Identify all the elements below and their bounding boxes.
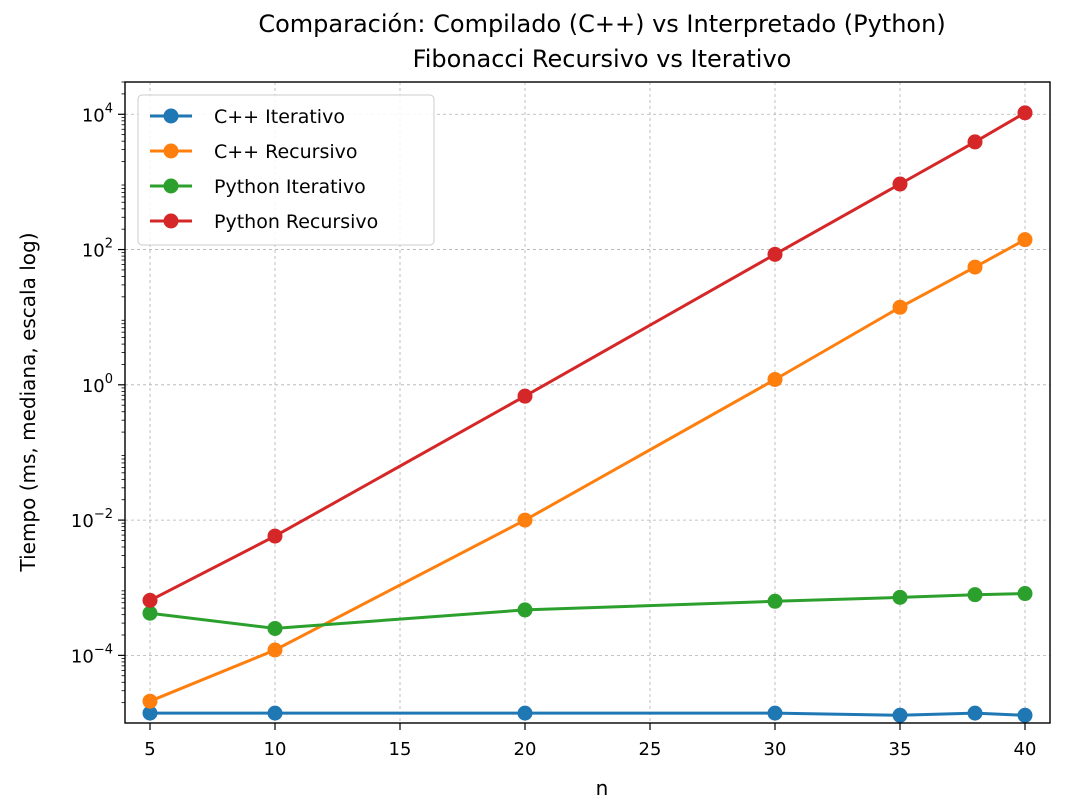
y-tick-label: 104: [82, 101, 113, 126]
legend-label: Python Iterativo: [214, 176, 366, 198]
x-tick-label: 25: [639, 739, 662, 760]
data-point: [142, 592, 158, 608]
legend-label: C++ Recursivo: [214, 141, 358, 163]
data-point: [767, 371, 783, 387]
x-tick-label: 5: [144, 739, 155, 760]
y-tick-label: 10−2: [71, 507, 113, 532]
data-point: [1017, 586, 1033, 602]
data-point: [517, 602, 533, 618]
legend-label: Python Recursivo: [214, 211, 378, 233]
chart-title: Comparación: Compilado (C++) vs Interpre…: [258, 10, 945, 38]
x-tick-label: 35: [889, 739, 912, 760]
data-point: [267, 705, 283, 721]
data-point: [967, 259, 983, 275]
chart-subtitle: Fibonacci Recursivo vs Iterativo: [413, 45, 792, 73]
data-point: [267, 642, 283, 658]
data-point: [767, 593, 783, 609]
y-tick-label: 100: [82, 372, 113, 397]
x-tick-label: 20: [514, 739, 537, 760]
data-point: [767, 246, 783, 262]
data-point: [142, 705, 158, 721]
data-point: [892, 299, 908, 315]
x-tick-label: 10: [264, 739, 287, 760]
legend: C++ Iterativo C++ Recursivo Python Iterati…: [137, 94, 435, 246]
plot-frame: [124, 81, 1051, 724]
legend-swatch-marker: [163, 108, 179, 124]
x-tick-label: 15: [389, 739, 412, 760]
series-lines: [142, 105, 1033, 723]
y-tick-label: 102: [82, 237, 113, 262]
x-axis-label: n: [596, 776, 609, 800]
data-point: [892, 176, 908, 192]
x-tick-label: 40: [1014, 739, 1037, 760]
x-axis-ticks: 5 10 15 20 25 30 35 40: [144, 723, 1036, 760]
data-point: [767, 705, 783, 721]
data-point: [1017, 232, 1033, 248]
data-point: [267, 528, 283, 544]
data-point: [1017, 707, 1033, 723]
y-axis-label: Tiempo (ms, mediana, escala log): [16, 232, 40, 572]
legend-swatch-marker: [163, 178, 179, 194]
data-point: [517, 388, 533, 404]
y-tick-label: 10−4: [71, 642, 113, 667]
data-point: [267, 620, 283, 636]
data-point: [892, 707, 908, 723]
data-point: [517, 705, 533, 721]
data-point: [1017, 105, 1033, 121]
legend-swatch-marker: [163, 213, 179, 229]
data-point: [142, 605, 158, 621]
data-point: [892, 589, 908, 605]
y-axis-ticks: 10−4 10−2 100 102 104: [71, 81, 125, 704]
data-point: [142, 693, 158, 709]
legend-box: [137, 94, 435, 246]
data-point: [967, 705, 983, 721]
data-point: [517, 512, 533, 528]
data-point: [967, 587, 983, 603]
legend-label: C++ Iterativo: [214, 106, 345, 128]
data-point: [967, 134, 983, 150]
x-tick-label: 30: [764, 739, 787, 760]
legend-swatch-marker: [163, 143, 179, 159]
